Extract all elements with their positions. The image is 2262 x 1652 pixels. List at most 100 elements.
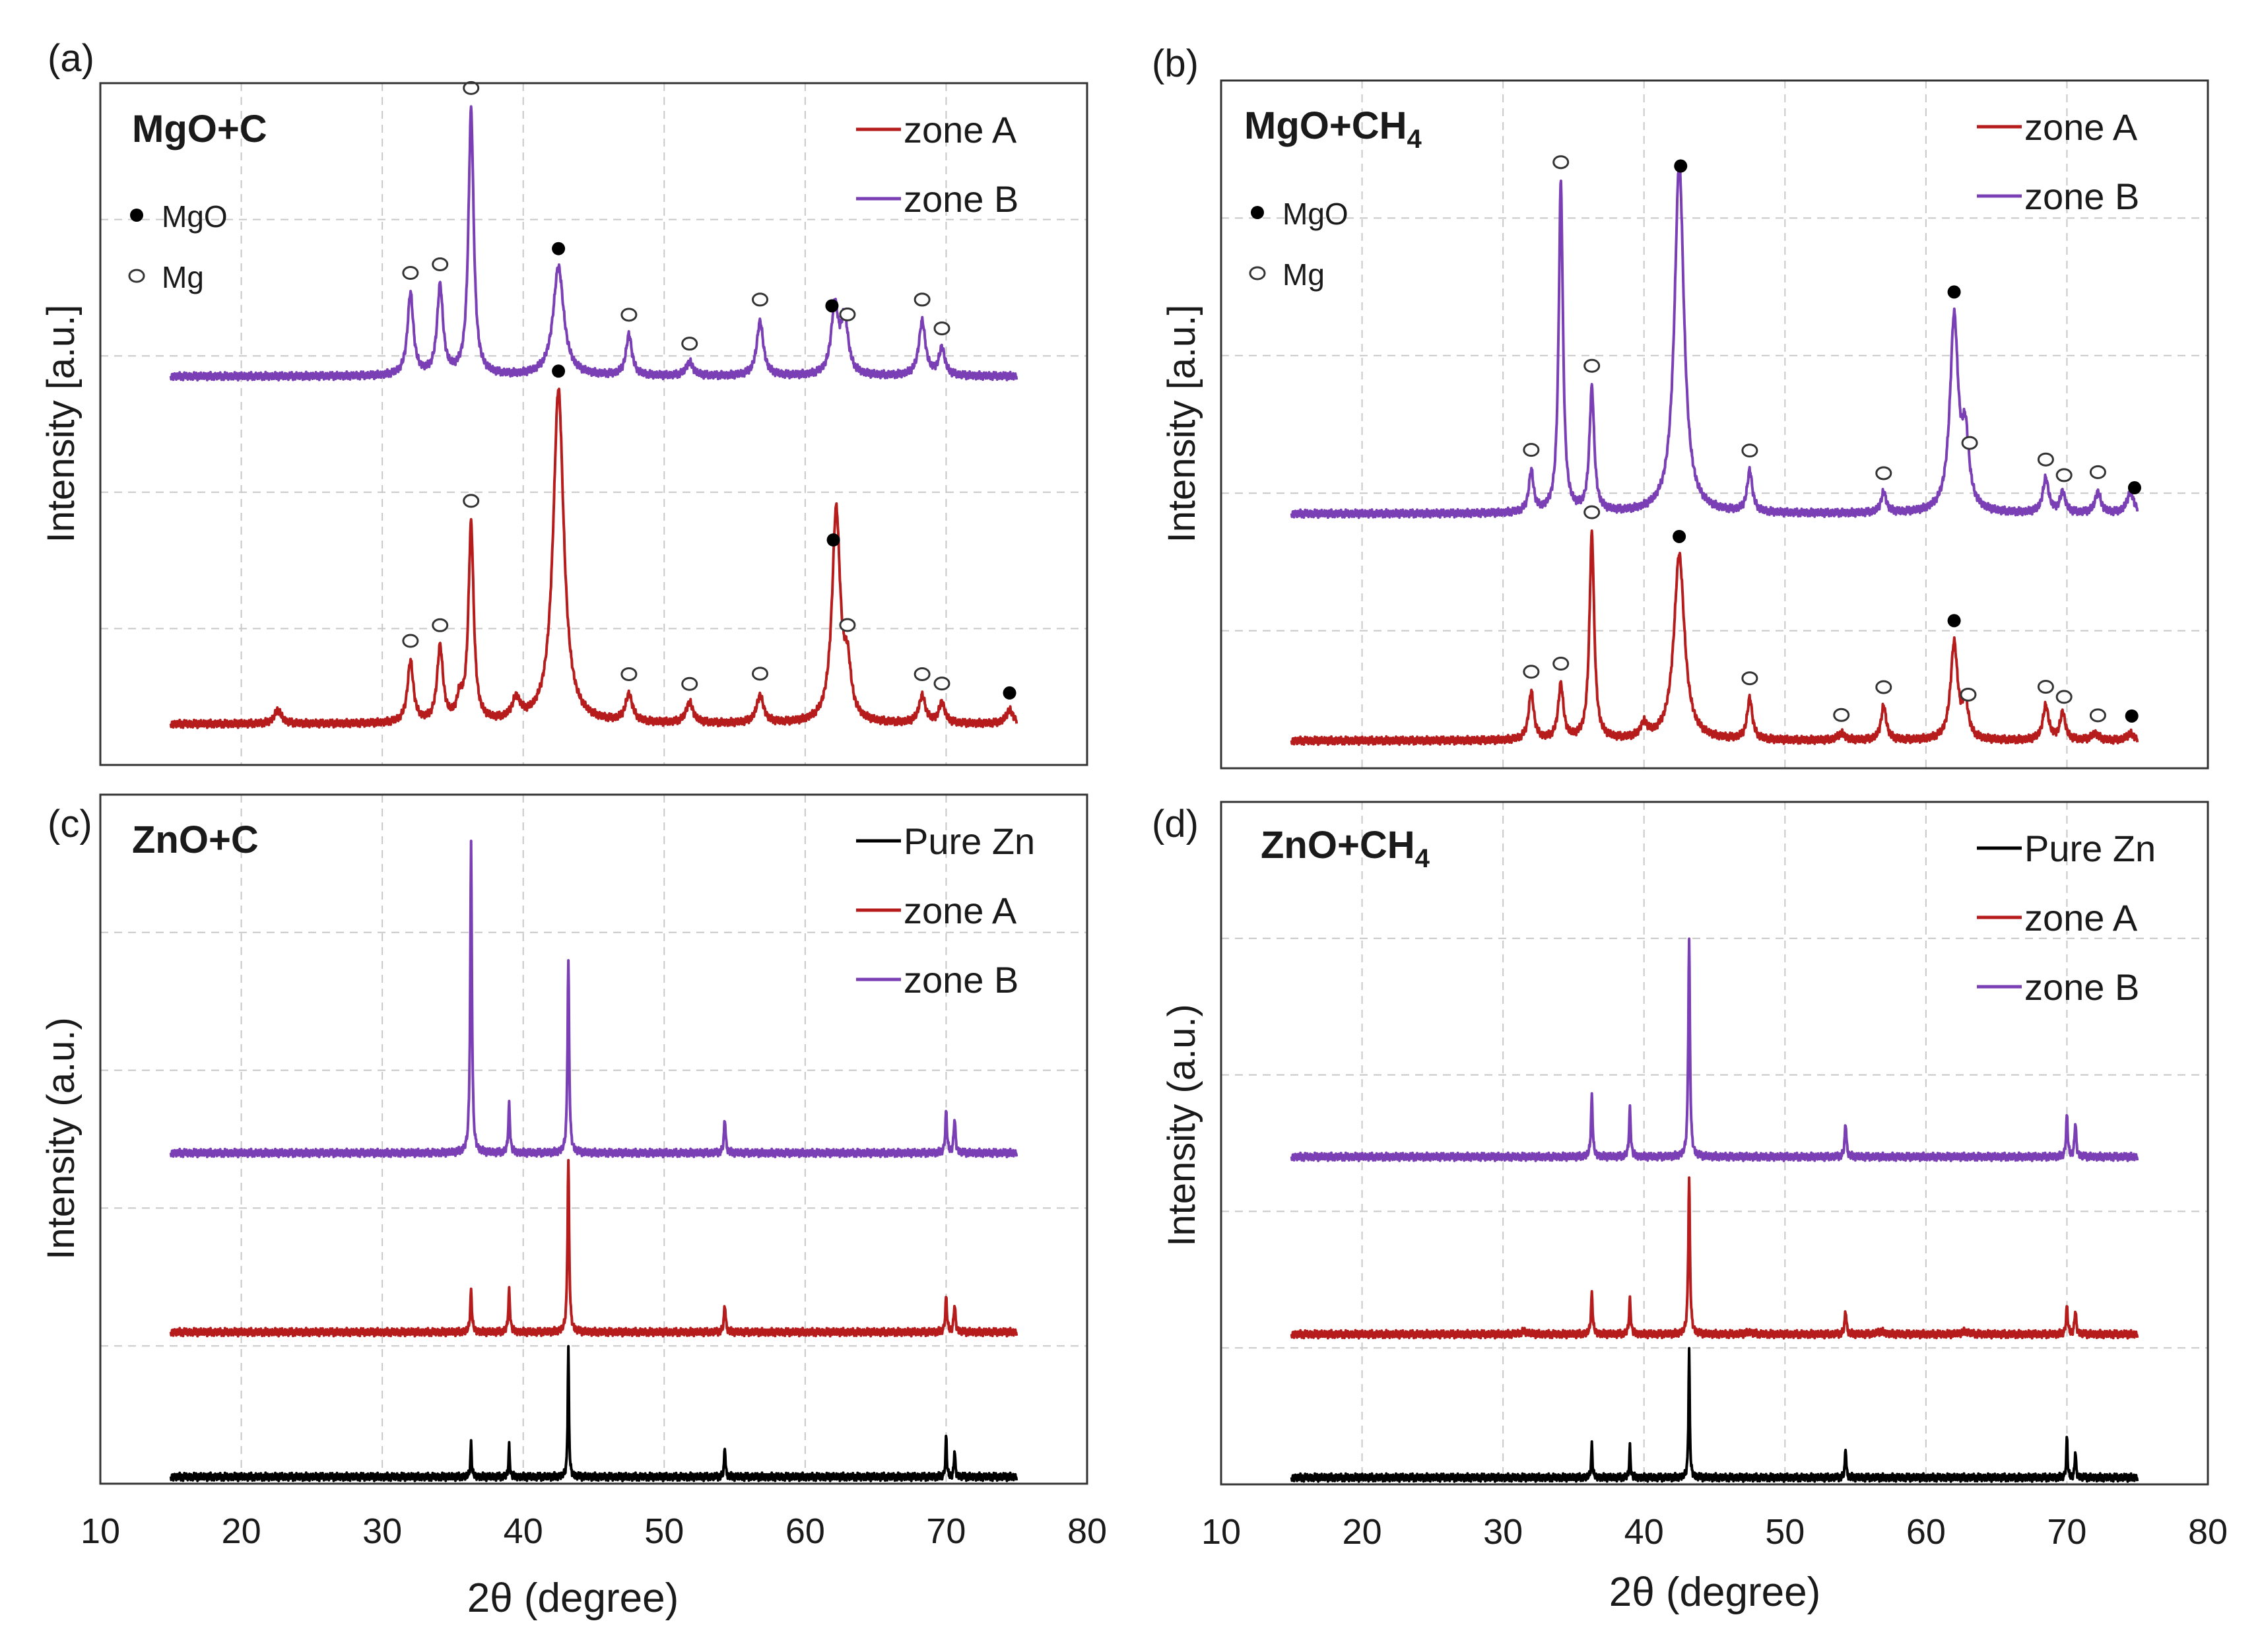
xrd-panel-a: (a) MgO+C Intensity [a.u.] MgO Mg zone A zone … [40, 37, 1088, 766]
x-tick-label: 40 [504, 1511, 543, 1551]
series-line-pure-zn [1290, 1346, 2139, 1483]
xrd-panel-d: (d) ZnO+CH4 Intensity (a.u.) Pure Zn zone A z… [1152, 801, 2228, 1552]
mg-peak-marker [1741, 444, 1758, 458]
x-axis-label: 2θ (degree) [467, 1575, 679, 1621]
x-tick-label: 30 [1483, 1512, 1523, 1552]
mg-peak-marker [2089, 465, 2106, 479]
x-tick-label: 40 [1624, 1512, 1664, 1552]
y-axis-label: Intensity [a.u.] [40, 304, 83, 543]
x-tick-label: 70 [2047, 1512, 2086, 1552]
x-tick-label: 10 [81, 1511, 120, 1551]
mg-peak-marker [681, 677, 698, 691]
panel-title: ZnO+CH4 [1261, 824, 1430, 873]
mgo-peak-marker [826, 533, 840, 547]
series-line-pure-zn [169, 1344, 1018, 1482]
series-line-zone-a [169, 387, 1018, 729]
legend-label-zone-b: zone B [904, 959, 1018, 1001]
x-tick-label: 50 [644, 1511, 684, 1551]
legend-label-zone-a: zone A [2024, 897, 2138, 939]
mgo-peak-marker [1947, 285, 1961, 299]
legend-mg-marker [1249, 266, 1266, 281]
mg-peak-marker [2037, 680, 2054, 694]
series-line-zone-b [169, 840, 1018, 1159]
panel-title: ZnO+C [132, 818, 259, 861]
mg-peak-marker [2055, 468, 2073, 482]
mg-peak-marker [620, 667, 638, 681]
xrd-panel-c: (c) ZnO+C Intensity (a.u.) Pure Zn zone A zon… [40, 793, 1107, 1551]
mg-peak-marker [1583, 358, 1601, 373]
y-axis-label: Intensity (a.u.) [40, 1017, 83, 1259]
mg-peak-marker [1523, 665, 1540, 679]
x-tick-label: 60 [785, 1511, 825, 1551]
legend-label-pure-zn: Pure Zn [904, 820, 1035, 862]
mg-peak-marker [463, 494, 480, 508]
plot-frame [99, 82, 1088, 766]
panel-title-subscript: 4 [1407, 125, 1422, 154]
mg-peak-marker [463, 81, 480, 95]
x-axis-label: 2θ (degree) [1609, 1569, 1821, 1615]
mgo-peak-marker [1947, 614, 1961, 628]
mg-peak-marker [1583, 505, 1601, 519]
panel-label: (b) [1152, 42, 1199, 85]
mg-peak-marker [402, 266, 419, 281]
mg-peak-marker [752, 292, 769, 307]
series-line-zone-a [1290, 1176, 2139, 1340]
mgo-peak-marker [2125, 709, 2139, 723]
x-tick-label: 30 [362, 1511, 402, 1551]
legend-mg-marker [128, 269, 145, 283]
mg-peak-marker [432, 257, 449, 271]
x-tick-label: 50 [1765, 1512, 1805, 1552]
mg-peak-marker [1875, 466, 1892, 480]
series-line-zone-a [1290, 529, 2139, 746]
mg-peak-marker [620, 308, 638, 322]
legend-label-zone-a: zone A [904, 890, 1017, 931]
legend-mgo-label: MgO [1282, 197, 1348, 231]
mg-peak-marker [839, 307, 856, 321]
mg-peak-marker [1961, 436, 1978, 450]
legend-mgo-marker [130, 209, 143, 222]
mg-peak-marker [2037, 452, 2054, 467]
mgo-peak-marker [552, 242, 566, 255]
y-axis-label: Intensity [a.u.] [1160, 304, 1203, 543]
mg-peak-marker [432, 618, 449, 632]
mg-peak-marker [752, 667, 769, 681]
panel-label: (a) [48, 37, 94, 80]
legend-label-zone-b: zone B [904, 178, 1018, 220]
mg-peak-marker [1523, 443, 1540, 457]
x-tick-label: 80 [2188, 1512, 2228, 1552]
mgo-peak-marker [825, 299, 839, 313]
legend-mgo-label: MgO [162, 199, 228, 234]
mg-peak-marker [914, 292, 931, 307]
panel-title: MgO+C [132, 108, 267, 150]
mg-peak-marker [933, 321, 950, 336]
mg-peak-marker [1741, 671, 1758, 686]
legend-label-pure-zn: Pure Zn [2024, 828, 2156, 869]
x-tick-label: 20 [222, 1511, 261, 1551]
mgo-peak-marker [2127, 481, 2141, 495]
series-line-zone-b [1290, 162, 2139, 519]
mgo-peak-marker [1673, 529, 1686, 543]
mg-peak-marker [1552, 657, 1570, 671]
mgo-peak-marker [1003, 686, 1016, 700]
x-tick-label: 60 [1906, 1512, 1946, 1552]
plot-frame [1220, 801, 2209, 1486]
mg-peak-marker [1875, 680, 1892, 694]
mg-peak-marker [402, 634, 419, 648]
mg-peak-marker [681, 337, 698, 351]
legend-label-zone-a: zone A [2024, 106, 2138, 148]
mg-peak-marker [914, 667, 931, 681]
x-tick-label: 80 [1067, 1511, 1107, 1551]
mgo-peak-marker [552, 364, 566, 378]
mg-peak-marker [1833, 708, 1850, 722]
x-tick-label: 20 [1343, 1512, 1382, 1552]
legend-label-zone-b: zone B [2024, 966, 2139, 1008]
legend-label-zone-a: zone A [904, 109, 1017, 150]
legend-mg-label: Mg [162, 260, 204, 294]
legend-mg-label: Mg [1282, 257, 1325, 292]
panel-title-subscript: 4 [1415, 844, 1430, 873]
panel-title: MgO+CH4 [1244, 104, 1422, 154]
mg-peak-marker [839, 618, 856, 632]
series-line-zone-b [1290, 937, 2139, 1162]
legend-mgo-marker [1251, 206, 1264, 219]
